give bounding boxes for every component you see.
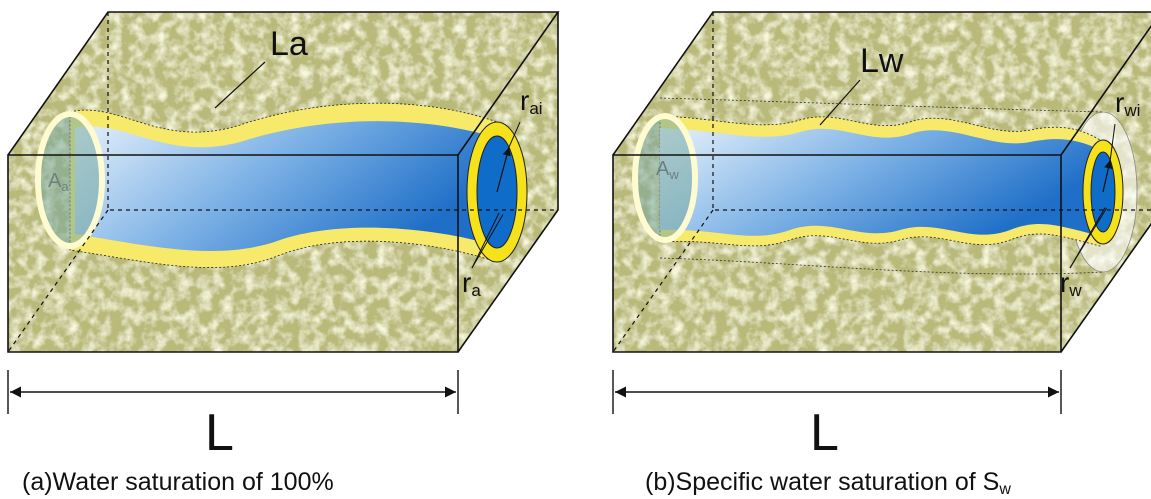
- caption: (a)Water saturation of 100%: [22, 468, 334, 496]
- figure: LarairaAaL(a)Water saturation of 100%Lwr…: [0, 0, 1151, 499]
- inner-radius-label-sub: wi: [1123, 101, 1140, 120]
- area-label-sub: w: [668, 167, 679, 182]
- tube-fluid: [660, 128, 1100, 236]
- length-label: L: [810, 404, 839, 462]
- inner-radius-label-sub: ai: [529, 99, 542, 118]
- length-label: L: [205, 404, 234, 462]
- caption: (b)Specific water saturation of Sw: [645, 468, 1011, 498]
- inner-radius-label-main: r: [520, 85, 529, 116]
- area-label-main: A: [656, 158, 670, 180]
- area-label-sub: a: [61, 179, 69, 194]
- inner-radius-label-main: r: [1115, 87, 1124, 118]
- tube-fluid: [75, 121, 497, 251]
- tube-length-label: Lw: [860, 42, 904, 80]
- caption-main: (a)Water saturation of 100%: [22, 468, 334, 496]
- tube-length-label: La: [270, 25, 308, 63]
- outer-radius-label-sub: w: [1068, 281, 1082, 300]
- caption-main: (b)Specific water saturation of S: [645, 468, 999, 496]
- caption-sub: w: [998, 481, 1011, 498]
- outer-radius-label-sub: a: [471, 281, 481, 300]
- area-label-main: A: [48, 170, 62, 192]
- outer-radius-label-main: r: [462, 267, 471, 298]
